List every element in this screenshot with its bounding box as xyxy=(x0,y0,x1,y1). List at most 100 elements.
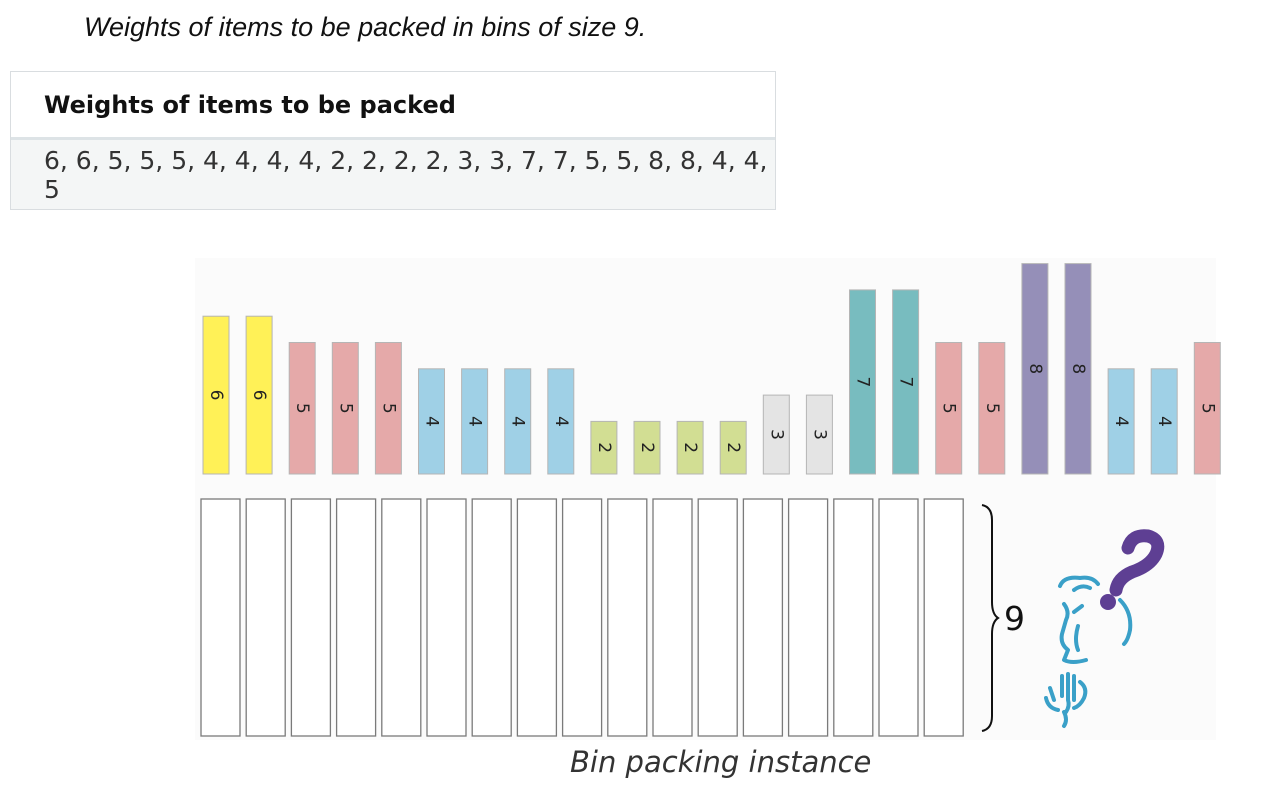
thinking-person-icon xyxy=(1044,575,1133,728)
item-weight-label: 6 xyxy=(249,390,269,401)
item-weight-label: 3 xyxy=(809,429,829,440)
item-12: 2 xyxy=(676,420,704,475)
bin-height-brace xyxy=(981,504,1000,732)
item-weight-label: 7 xyxy=(896,377,916,388)
empty-bin-3 xyxy=(290,498,332,737)
item-5: 5 xyxy=(374,342,402,475)
item-16: 7 xyxy=(849,289,876,475)
item-weight-label: 5 xyxy=(335,403,355,414)
weights-table-cell: 6, 6, 5, 5, 5, 4, 4, 4, 4, 2, 2, 2, 2, 3… xyxy=(11,140,775,209)
item-weight-label: 5 xyxy=(939,403,959,414)
empty-bin-1 xyxy=(200,498,241,737)
item-weight-label: 3 xyxy=(766,429,786,440)
item-20: 8 xyxy=(1021,263,1049,475)
item-23: 4 xyxy=(1150,368,1178,475)
bins-layer xyxy=(200,498,964,737)
item-bar xyxy=(1193,342,1221,475)
item-weight-label: 5 xyxy=(292,403,312,414)
empty-bin-17 xyxy=(923,498,964,737)
item-bar xyxy=(461,368,489,475)
empty-bin-6 xyxy=(426,498,467,737)
item-21: 8 xyxy=(1064,263,1092,475)
item-bar xyxy=(547,368,575,475)
item-13: 2 xyxy=(719,420,747,475)
empty-bin-5 xyxy=(381,498,422,737)
item-weight-label: 4 xyxy=(465,416,485,427)
item-bar xyxy=(331,342,359,475)
empty-bin-10 xyxy=(607,498,648,737)
item-weight-label: 5 xyxy=(982,403,1002,414)
item-8: 4 xyxy=(504,368,532,475)
item-2: 6 xyxy=(245,315,273,475)
item-weight-label: 8 xyxy=(1068,363,1088,374)
weights-table-header: Weights of items to be packed xyxy=(11,72,775,140)
item-bar xyxy=(1107,368,1135,475)
item-bar xyxy=(849,289,876,475)
item-bar xyxy=(590,420,618,475)
item-weight-label: 4 xyxy=(1111,416,1131,427)
item-bar xyxy=(288,342,316,475)
item-24: 5 xyxy=(1193,342,1221,475)
question-mark-icon xyxy=(1100,529,1165,610)
figure-caption-bottom: Bin packing instance xyxy=(570,745,872,779)
item-7: 4 xyxy=(461,368,489,475)
item-bar xyxy=(504,368,532,475)
item-bar xyxy=(762,394,790,475)
item-22: 4 xyxy=(1107,368,1135,475)
item-bar xyxy=(374,342,402,475)
item-bar xyxy=(805,394,833,475)
item-bar xyxy=(633,420,661,475)
item-bar xyxy=(1064,263,1092,475)
empty-bin-8 xyxy=(516,498,558,737)
item-weight-label: 2 xyxy=(723,442,743,453)
item-bar xyxy=(892,289,920,475)
item-9: 4 xyxy=(547,368,575,475)
item-4: 5 xyxy=(331,342,359,475)
item-bar xyxy=(1150,368,1178,475)
item-weight-label: 5 xyxy=(1197,403,1217,414)
empty-bin-12 xyxy=(697,498,738,737)
item-bar xyxy=(978,342,1006,475)
item-6: 4 xyxy=(418,368,445,475)
item-1: 6 xyxy=(202,315,230,475)
empty-bin-14 xyxy=(787,498,829,737)
item-weight-label: 8 xyxy=(1025,363,1045,374)
item-bar xyxy=(245,315,273,475)
item-3: 5 xyxy=(288,342,316,475)
figure-caption-top: Weights of items to be packed in bins of… xyxy=(84,12,647,42)
item-weight-label: 2 xyxy=(594,442,614,453)
empty-bin-9 xyxy=(561,498,603,737)
item-weight-label: 5 xyxy=(378,403,398,414)
item-weight-label: 2 xyxy=(637,442,657,453)
empty-bin-2 xyxy=(245,498,286,737)
item-15: 3 xyxy=(805,394,833,475)
item-weight-label: 4 xyxy=(508,416,528,427)
item-weight-label: 4 xyxy=(422,416,442,427)
empty-bin-13 xyxy=(742,498,784,737)
item-weight-label: 6 xyxy=(206,390,226,401)
item-bar xyxy=(1021,263,1049,475)
item-17: 7 xyxy=(892,289,920,475)
item-bar xyxy=(935,342,963,475)
bin-capacity-label: 9 xyxy=(1004,599,1025,638)
item-18: 5 xyxy=(935,342,963,475)
item-19: 5 xyxy=(978,342,1006,475)
item-weight-label: 4 xyxy=(551,416,571,427)
empty-bin-11 xyxy=(652,498,693,737)
item-weight-label: 4 xyxy=(1154,416,1174,427)
item-11: 2 xyxy=(633,420,661,475)
item-10: 2 xyxy=(590,420,618,475)
item-bar xyxy=(676,420,704,475)
item-weight-label: 7 xyxy=(853,377,873,388)
empty-bin-4 xyxy=(335,498,377,737)
items-layer: 6 6 5 5 5 4 4 4 4 2 2 2 2 3 3 7 7 5 5 8 8 4 4 5 xyxy=(202,263,1221,475)
empty-bin-7 xyxy=(471,498,512,737)
empty-bin-15 xyxy=(833,498,874,737)
item-bar xyxy=(418,368,445,475)
item-14: 3 xyxy=(762,394,790,475)
empty-bin-16 xyxy=(878,498,919,737)
item-bar xyxy=(202,315,230,475)
weights-table: Weights of items to be packed 6, 6, 5, 5… xyxy=(10,71,776,210)
item-bar xyxy=(719,420,747,475)
